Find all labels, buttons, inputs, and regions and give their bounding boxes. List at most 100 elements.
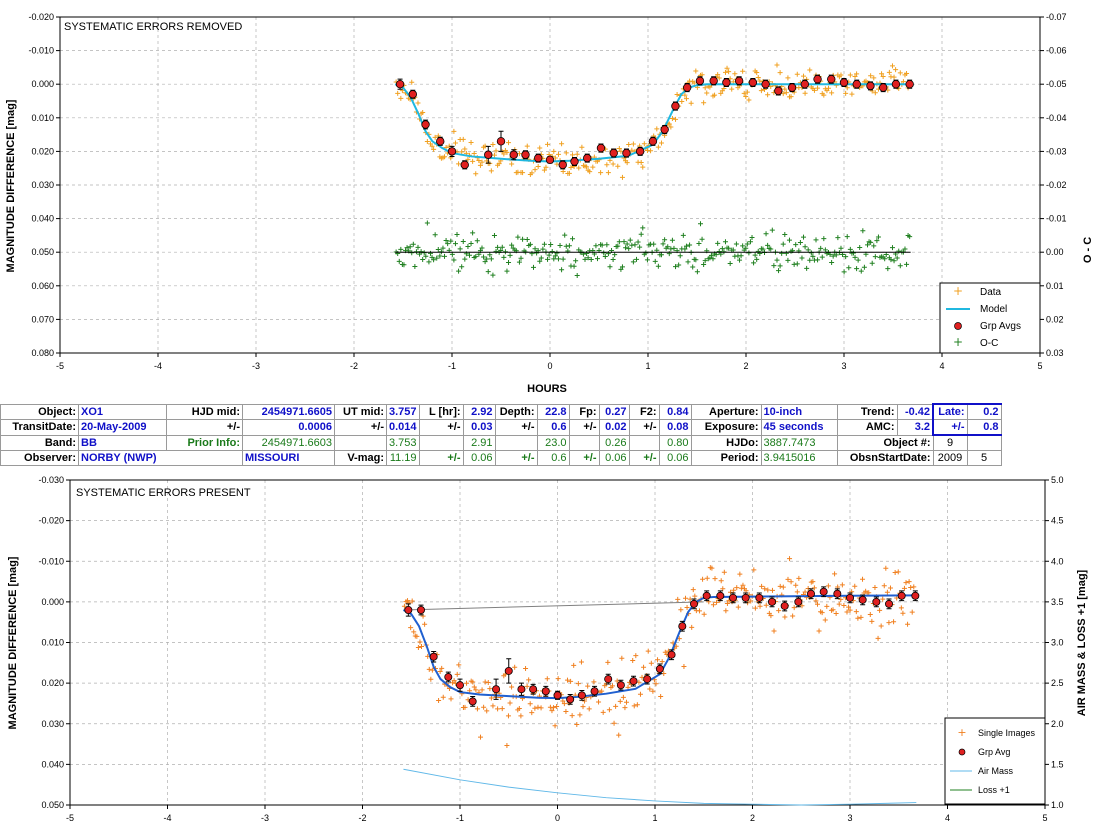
oc-point bbox=[805, 247, 811, 253]
group-average-point bbox=[444, 673, 453, 682]
y2-tick-label: 5.0 bbox=[1051, 475, 1064, 485]
data-point bbox=[645, 648, 651, 654]
y2-axis-label: O - C bbox=[1082, 237, 1094, 263]
oc-point bbox=[504, 268, 510, 274]
data-point bbox=[527, 701, 533, 707]
fp-label: Fp: bbox=[568, 403, 600, 420]
data-point bbox=[723, 608, 729, 614]
x-tick-label: 5 bbox=[1037, 361, 1042, 371]
group-average-point bbox=[590, 687, 599, 696]
data-point bbox=[709, 565, 715, 571]
oc-point bbox=[623, 245, 629, 251]
group-average-point bbox=[629, 677, 638, 686]
data-point bbox=[696, 608, 702, 614]
data-point bbox=[451, 128, 457, 134]
x-tick-label: -5 bbox=[66, 813, 74, 823]
data-point bbox=[763, 602, 769, 608]
oc-point bbox=[780, 241, 786, 247]
hjd-mid-label: HJD mid: bbox=[166, 403, 243, 420]
data-point bbox=[554, 161, 560, 167]
x-tick-label: 4 bbox=[939, 361, 944, 371]
oc-point bbox=[840, 252, 846, 258]
group-average-point bbox=[655, 664, 664, 673]
data-point bbox=[852, 583, 858, 589]
oc-point bbox=[897, 263, 903, 269]
data-point bbox=[794, 589, 800, 595]
data-point bbox=[587, 169, 593, 175]
data-point bbox=[582, 698, 588, 704]
transit-date-value: 20-May-2009 bbox=[78, 419, 167, 436]
data-point bbox=[544, 676, 550, 682]
group-average-point bbox=[839, 78, 849, 87]
data-point bbox=[846, 604, 852, 610]
oc-point bbox=[669, 237, 675, 243]
oc-point bbox=[401, 262, 407, 268]
data-point bbox=[523, 665, 529, 671]
oc-point bbox=[804, 265, 810, 271]
pm-label: +/- bbox=[932, 419, 968, 436]
group-average-point bbox=[429, 652, 438, 661]
oc-point bbox=[468, 241, 474, 247]
data-point bbox=[485, 680, 491, 686]
data-point bbox=[755, 74, 761, 80]
oc-point bbox=[888, 257, 894, 263]
data-point bbox=[611, 720, 617, 726]
data-point bbox=[619, 174, 625, 180]
oc-point bbox=[493, 248, 499, 254]
y2-tick-label: 4.5 bbox=[1051, 516, 1064, 526]
y2-tick-label: 1.5 bbox=[1051, 759, 1064, 769]
group-average-point bbox=[780, 601, 789, 610]
group-average-point bbox=[558, 160, 567, 170]
oc-point bbox=[435, 247, 441, 253]
model-line bbox=[402, 594, 917, 700]
oc-point bbox=[810, 253, 816, 259]
oc-point bbox=[565, 248, 571, 254]
group-average-point bbox=[768, 597, 777, 606]
oc-point bbox=[835, 235, 841, 241]
data-point bbox=[624, 160, 630, 166]
group-average-point bbox=[671, 101, 680, 111]
data-point bbox=[638, 160, 644, 166]
data-point bbox=[442, 154, 448, 160]
data-point bbox=[869, 618, 875, 624]
data-point bbox=[516, 706, 522, 712]
oc-point bbox=[907, 234, 913, 240]
data-point bbox=[816, 628, 822, 634]
oc-point bbox=[643, 250, 649, 256]
oc-point bbox=[707, 255, 713, 261]
f2-label: F2: bbox=[628, 403, 660, 420]
y2-tick-label: 3.5 bbox=[1051, 597, 1064, 607]
hjdo-label: HJDo: bbox=[690, 434, 762, 451]
group-average-point bbox=[484, 150, 493, 159]
oc-point bbox=[807, 257, 813, 263]
oc-point bbox=[779, 250, 785, 256]
aperture-value: 10-inch bbox=[760, 403, 838, 420]
data-point bbox=[701, 100, 707, 106]
data-point bbox=[422, 621, 428, 627]
oc-point bbox=[813, 237, 819, 243]
data-point bbox=[731, 587, 737, 593]
data-point bbox=[777, 70, 783, 76]
data-point bbox=[771, 628, 777, 634]
data-point bbox=[832, 571, 838, 577]
data-point bbox=[909, 609, 915, 615]
vmag-label: V-mag: bbox=[334, 450, 387, 466]
oc-point bbox=[869, 260, 875, 266]
oc-point bbox=[830, 253, 836, 259]
oc-point bbox=[638, 231, 644, 237]
oc-point bbox=[791, 261, 797, 267]
oc-point bbox=[776, 268, 782, 274]
group-average-point bbox=[833, 589, 842, 598]
late-value: 0.2 bbox=[966, 403, 1002, 420]
group-average-point bbox=[852, 79, 861, 89]
oc-point bbox=[871, 243, 877, 249]
oc-point bbox=[644, 257, 650, 263]
data-point bbox=[791, 605, 797, 611]
oc-point bbox=[484, 256, 490, 262]
depth-error-value: 0.6 bbox=[536, 419, 570, 436]
oc-point bbox=[683, 243, 689, 249]
data-point bbox=[490, 141, 496, 147]
data-point bbox=[568, 678, 574, 684]
data-point bbox=[479, 159, 485, 165]
oc-point bbox=[582, 256, 588, 262]
